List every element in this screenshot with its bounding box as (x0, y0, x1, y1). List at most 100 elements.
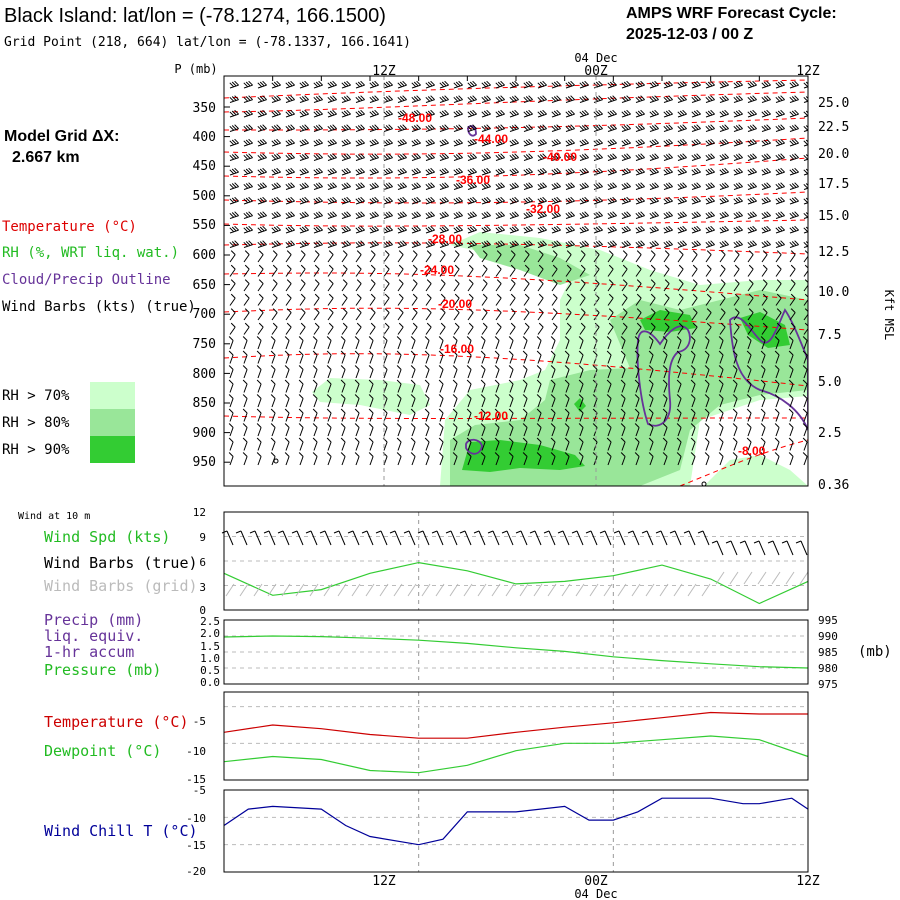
wind-barb-flag (649, 227, 655, 233)
wind-barb-flag (340, 336, 346, 341)
wind-barb-true-flag (445, 530, 452, 534)
wind-barb-flag (706, 264, 712, 270)
wind-barb-flag (315, 183, 321, 188)
wind-barb-flag (259, 154, 265, 159)
wind-barb (677, 383, 682, 393)
wind-barb-flag (637, 81, 643, 87)
wind-barb-flag (804, 308, 808, 313)
wind-barb (635, 99, 645, 103)
wind-barb-flag (710, 225, 715, 231)
wind-barb-flag (413, 197, 419, 203)
wind-barb (607, 398, 612, 408)
wind-barb (425, 427, 430, 437)
wind-barb-true-flag (599, 530, 606, 534)
wind-barb-flag (444, 138, 449, 144)
wind-barb (593, 215, 603, 219)
wind-barb-flag (314, 308, 320, 313)
wind-barb-flag (523, 82, 529, 88)
wind-barb-flag (371, 212, 377, 217)
wind-barb-flag (453, 227, 459, 233)
wind-barb-flag (537, 125, 543, 131)
wind-barb (243, 268, 250, 277)
wind-barb-flag (522, 437, 528, 443)
wind-barb-flag (304, 80, 309, 86)
wind-barb-flag (651, 81, 657, 87)
wind-barb-flag (598, 138, 603, 144)
wind-barb (439, 244, 449, 248)
wind-barb-flag (398, 308, 404, 313)
wind-barb-flag (454, 279, 460, 284)
wind-barb (621, 84, 631, 89)
wind-barb (607, 412, 612, 422)
wind-barb-flag (444, 182, 449, 188)
wind-barb-flag (668, 211, 673, 217)
wind-barb (537, 456, 542, 466)
wind-barb-flag (710, 95, 715, 101)
wind-barb (761, 186, 771, 190)
wind-barb-flag (315, 96, 321, 101)
wind-barb-flag (747, 82, 753, 88)
wind-barb (635, 383, 640, 393)
wind-barb (775, 312, 782, 321)
wind-barb (425, 171, 435, 176)
wind-barb-flag (438, 379, 444, 385)
wind-barb (803, 313, 808, 321)
wind-barb-flag (258, 279, 264, 284)
wind-barb-flag (538, 322, 544, 328)
wind-barb (719, 113, 729, 118)
wind-barb-flag (523, 183, 529, 189)
wind-barb (719, 383, 724, 393)
wind-barb-flag (245, 197, 251, 203)
wind-barb (663, 157, 673, 161)
wind-barb-flag (578, 394, 584, 399)
wind-barb (299, 113, 309, 118)
wind-barb (397, 354, 402, 364)
wind-barb-flag (231, 212, 237, 217)
wind-barb (775, 369, 780, 379)
wind-barb-flag (649, 140, 655, 146)
wind-barb-flag (802, 437, 808, 443)
wind-barb-flag (346, 124, 351, 130)
wind-barb-flag (276, 167, 281, 173)
wind-barb (411, 99, 421, 103)
wind-barb-flag (664, 250, 670, 255)
wind-barb (313, 354, 318, 364)
legend-rh: RH (%, WRT liq. wat.) (2, 245, 179, 261)
wind-barb-flag (612, 124, 617, 130)
wind-barb-flag (455, 212, 461, 217)
wind-barb-flag (259, 139, 265, 145)
wind-barb-flag (640, 196, 645, 202)
wind-barb (747, 354, 752, 364)
wind-barb (355, 441, 360, 451)
wind-barb-true-flag (711, 540, 718, 544)
wind-barb-flag (326, 423, 332, 428)
wind-barb-flag (525, 139, 531, 145)
wind-barb (271, 297, 278, 306)
wind-barb (649, 200, 659, 205)
wind-barb-flag (455, 110, 461, 116)
wind-barb-flag (523, 125, 529, 131)
wind-barb-flag (495, 82, 501, 88)
wind-barb-flag (248, 196, 253, 202)
wind-barb-flag (803, 227, 808, 233)
wind-barb (411, 441, 416, 451)
wind-barb (453, 312, 460, 321)
wind-barb (229, 354, 234, 364)
wind-barb (803, 173, 808, 176)
wind-barb-flag (259, 226, 265, 232)
wind-barb-flag (396, 423, 402, 428)
wind-barb-flag (609, 168, 615, 174)
wind-barb (551, 456, 556, 466)
wind-barb-flag (809, 96, 813, 100)
wind-barb-flag (528, 167, 533, 173)
wind-barb-flag (440, 264, 446, 270)
wind-barb (439, 326, 446, 335)
wind-barb-flag (565, 125, 571, 131)
wind-barb-flag (497, 125, 503, 130)
wind-barb (271, 369, 276, 379)
wind-barb (761, 340, 766, 350)
wind-barb-flag (677, 125, 683, 131)
wind-barb (677, 268, 684, 277)
wind-barb-flag (410, 452, 416, 457)
wind-barb-flag (329, 168, 335, 174)
